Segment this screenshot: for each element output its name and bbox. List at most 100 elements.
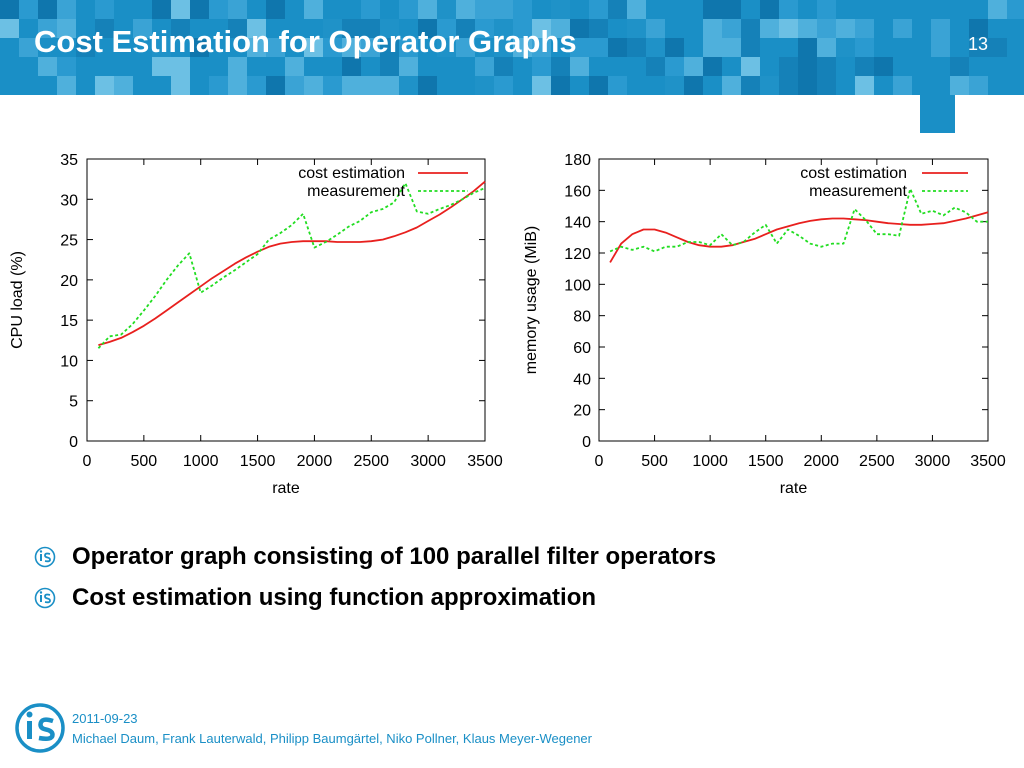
legend-label: cost estimation: [298, 165, 405, 182]
mosaic-tile: [950, 57, 969, 76]
mosaic-tile: [665, 38, 684, 57]
legend-label: measurement: [809, 183, 907, 200]
mosaic-tile: [513, 19, 532, 38]
mosaic-tile: [494, 57, 513, 76]
plot-frame: [598, 158, 989, 442]
mosaic-tile: [228, 0, 247, 19]
y-tick-label: 0: [582, 434, 591, 451]
y-tick-label: 35: [60, 152, 78, 169]
cost-estimation-series-line: [609, 211, 989, 263]
mosaic-tile: [532, 19, 551, 38]
y-tick-label: 20: [60, 273, 78, 290]
mosaic-tile: [798, 57, 817, 76]
mosaic-tile: [855, 19, 874, 38]
mosaic-tile: [152, 0, 171, 19]
x-tick-label: 500: [131, 453, 158, 470]
mosaic-tile: [817, 38, 836, 57]
mosaic-tile: [722, 76, 741, 95]
mosaic-tile: [722, 19, 741, 38]
mosaic-tile: [437, 19, 456, 38]
x-axis-label: rate: [272, 480, 300, 497]
mosaic-tile: [228, 19, 247, 38]
mosaic-tile: [969, 19, 988, 38]
mosaic-tile: [342, 19, 361, 38]
plot-frame: [86, 158, 486, 442]
bullet-item: Operator graph consisting of 100 paralle…: [34, 536, 716, 577]
mosaic-tile: [741, 38, 760, 57]
mosaic-tile: [418, 0, 437, 19]
x-tick-label: 3000: [410, 453, 446, 470]
mosaic-tile: [532, 57, 551, 76]
y-tick-label: 140: [564, 215, 591, 232]
mosaic-tile: [741, 19, 760, 38]
mosaic-tile: [589, 38, 608, 57]
mosaic-tile: [817, 0, 836, 19]
y-tick-label: 100: [564, 277, 591, 294]
mosaic-tile: [798, 19, 817, 38]
mosaic-tile: [171, 76, 190, 95]
is-logo-bullet-icon: [34, 587, 56, 608]
x-tick-label: 2500: [353, 453, 389, 470]
mosaic-tile: [171, 0, 190, 19]
mosaic-tile: [247, 76, 266, 95]
x-tick-label: 500: [641, 453, 668, 470]
is-logo-bullet-icon: [34, 546, 56, 567]
mosaic-tile: [323, 76, 342, 95]
mosaic-tile: [418, 19, 437, 38]
mosaic-tile: [266, 76, 285, 95]
mosaic-tile: [532, 76, 551, 95]
bullet-text: Operator graph consisting of 100 paralle…: [72, 542, 717, 570]
mosaic-tile: [741, 76, 760, 95]
mosaic-tile: [874, 57, 893, 76]
x-tick-label: 2000: [803, 453, 839, 470]
x-tick-label: 3500: [970, 453, 1006, 470]
y-tick-label: 40: [573, 371, 591, 388]
mosaic-tile: [494, 0, 513, 19]
mosaic-tile: [190, 0, 209, 19]
y-tick-label: 30: [60, 192, 78, 209]
y-tick-label: 5: [69, 394, 78, 411]
mosaic-tile: [114, 76, 133, 95]
mosaic-tile: [209, 0, 228, 19]
mosaic-tile: [988, 0, 1007, 19]
mosaic-tile: [266, 38, 285, 57]
mosaic-tile: [608, 38, 627, 57]
mosaic-tile: [608, 76, 627, 95]
mosaic-tile: [57, 57, 76, 76]
y-tick-label: 25: [60, 233, 78, 250]
mosaic-tile: [1007, 0, 1024, 19]
mosaic-tile: [627, 19, 646, 38]
mosaic-tile: [361, 76, 380, 95]
mosaic-tile: [380, 19, 399, 38]
slide-title: Cost Estimation for Operator Graphs: [34, 24, 577, 59]
mosaic-tile: [323, 38, 342, 57]
mosaic-tile: [76, 38, 95, 57]
mosaic-tile: [893, 76, 912, 95]
legend-label: measurement: [307, 183, 405, 200]
mosaic-tile: [38, 0, 57, 19]
mosaic-tile: [380, 76, 399, 95]
mosaic-tile: [95, 0, 114, 19]
mosaic-tile: [152, 57, 171, 76]
y-tick-label: 10: [60, 353, 78, 370]
mosaic-tile: [551, 57, 570, 76]
mosaic-tile: [779, 76, 798, 95]
mosaic-tile: [627, 0, 646, 19]
mosaic-tile: [494, 76, 513, 95]
y-tick-label: 15: [60, 313, 78, 330]
mosaic-tile: [247, 19, 266, 38]
x-tick-label: 3500: [467, 453, 503, 470]
mosaic-tile: [817, 19, 836, 38]
mosaic-tile: [95, 19, 114, 38]
mosaic-tile: [171, 19, 190, 38]
mosaic-tile: [646, 19, 665, 38]
mosaic-tile: [456, 38, 475, 57]
mosaic-tile: [399, 76, 418, 95]
mosaic-tile: [817, 76, 836, 95]
mosaic-tile: [741, 57, 760, 76]
mosaic-tile: [513, 0, 532, 19]
mosaic-tile: [399, 57, 418, 76]
measurement-series-line: [97, 182, 486, 349]
x-tick-label: 3000: [915, 453, 951, 470]
mosaic-tile: [285, 76, 304, 95]
